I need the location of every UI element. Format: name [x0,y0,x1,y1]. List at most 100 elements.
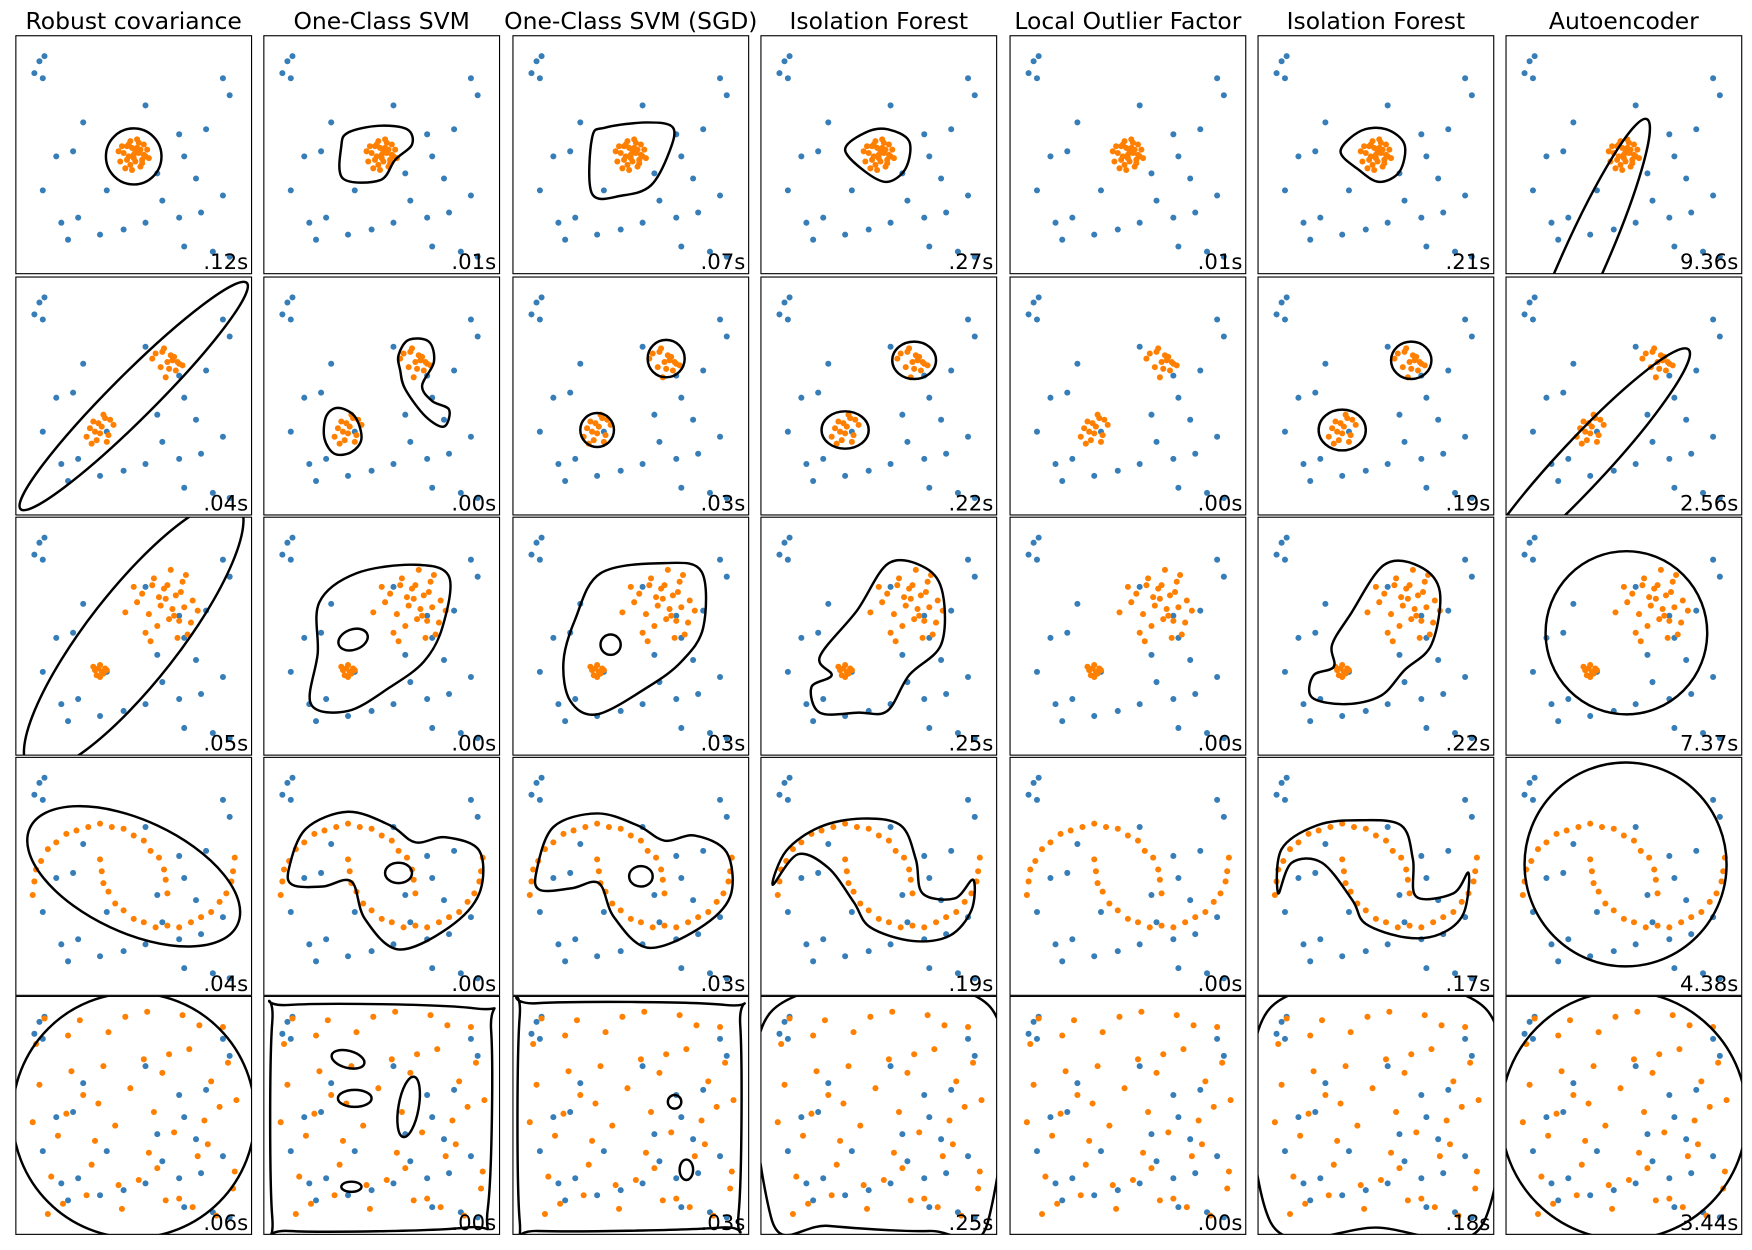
point [1278,779,1285,786]
point [284,539,291,546]
point [154,892,161,899]
point [906,585,913,592]
point [835,663,842,670]
point [108,824,115,831]
point [887,629,894,636]
point [159,438,166,445]
point [837,1137,844,1144]
point [1097,187,1104,194]
decision-boundary [627,864,654,888]
point [1187,1136,1194,1143]
point [723,1214,730,1221]
panel [26,774,242,982]
point [1047,1114,1054,1121]
point [306,941,313,948]
point [1446,1141,1453,1148]
point [1160,616,1167,623]
point [1630,1056,1637,1063]
point [118,143,125,150]
point [176,924,183,931]
point [1281,796,1288,803]
point [58,941,65,948]
point [328,360,335,367]
point [842,472,849,479]
point [306,460,313,467]
point [1140,1149,1147,1156]
point [1315,827,1322,834]
point [1312,148,1319,155]
point [44,1210,51,1217]
point [706,489,713,496]
point [538,1015,545,1022]
point [1649,919,1656,926]
point [287,428,294,435]
point [1129,1176,1136,1183]
point [895,575,903,582]
point [784,428,791,435]
point [1423,965,1430,972]
panel [22,517,245,756]
point [398,1108,405,1116]
point [39,187,46,194]
point [1138,146,1145,153]
point [713,1103,720,1110]
point [1398,854,1405,861]
point [311,1110,318,1117]
point [948,1086,955,1093]
point [75,696,82,703]
point [154,622,161,629]
point [926,1204,933,1211]
point [1519,892,1526,899]
point [1121,1085,1128,1092]
point [54,1132,61,1139]
point [306,219,313,226]
point [284,58,291,65]
point [171,1129,178,1136]
point [417,605,424,612]
point [331,433,338,440]
point [1158,358,1165,366]
point [1418,612,1425,619]
point [649,350,656,357]
point [313,958,320,965]
point [528,311,535,318]
point [872,161,879,168]
point [600,438,607,445]
point [1605,148,1612,155]
point [80,1080,87,1087]
point [965,192,972,199]
point [1688,1170,1695,1177]
point [572,455,579,462]
point [1671,243,1678,250]
point [123,156,130,163]
point [1359,158,1366,165]
point [676,362,683,369]
point [830,824,837,831]
point [1548,1180,1555,1187]
point [1401,679,1408,686]
point [1278,539,1285,546]
point [1698,1078,1705,1085]
point [1684,607,1691,614]
decision-boundary [666,1093,683,1110]
time-label: .04s [203,492,248,517]
point [679,571,687,579]
point [95,420,102,427]
point [1625,1176,1632,1183]
point [1661,612,1668,619]
point [1403,585,1410,592]
time-label: .03s [700,732,745,757]
point [1025,1030,1032,1037]
point [1300,1180,1307,1187]
point [1091,953,1098,960]
point [140,141,147,148]
point [533,1018,540,1025]
point [899,651,906,658]
point [786,53,793,60]
point [1126,158,1133,165]
point [562,236,569,243]
point [343,420,350,427]
point [1593,667,1600,674]
panel-frame [512,276,750,516]
point [1595,432,1602,439]
